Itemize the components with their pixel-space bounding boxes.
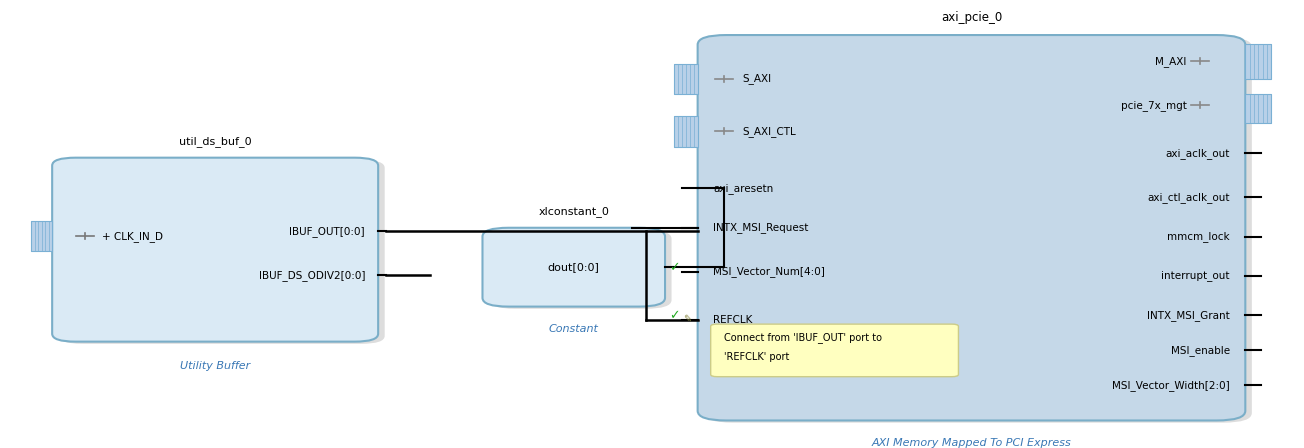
Text: MSI_enable: MSI_enable	[1171, 345, 1230, 356]
Text: INTX_MSI_Grant: INTX_MSI_Grant	[1148, 310, 1230, 321]
Bar	[674, 116, 698, 147]
Text: mmcm_lock: mmcm_lock	[1167, 231, 1230, 242]
Text: MSI_Vector_Width[2:0]: MSI_Vector_Width[2:0]	[1112, 380, 1230, 391]
FancyBboxPatch shape	[52, 158, 378, 342]
Text: ✓: ✓	[669, 309, 679, 322]
Text: S_AXI_CTL: S_AXI_CTL	[742, 126, 795, 137]
Bar	[674, 64, 698, 94]
Text: 'REFCLK' port: 'REFCLK' port	[724, 352, 789, 362]
FancyBboxPatch shape	[711, 324, 958, 377]
Text: xlconstant_0: xlconstant_0	[539, 206, 609, 217]
Bar	[31, 221, 52, 251]
Text: Connect from 'IBUF_OUT' port to: Connect from 'IBUF_OUT' port to	[724, 332, 882, 343]
Text: REFCLK: REFCLK	[713, 315, 752, 325]
Bar	[1245, 44, 1271, 79]
Text: ✓: ✓	[669, 261, 679, 274]
Text: IBUF_DS_ODIV2[0:0]: IBUF_DS_ODIV2[0:0]	[258, 270, 365, 281]
Text: axi_aresetn: axi_aresetn	[713, 183, 773, 194]
Text: INTX_MSI_Request: INTX_MSI_Request	[713, 222, 808, 233]
Text: util_ds_buf_0: util_ds_buf_0	[179, 136, 252, 147]
Text: ✎: ✎	[683, 314, 691, 324]
Text: Utility Buffer: Utility Buffer	[180, 362, 250, 371]
Text: dout[0:0]: dout[0:0]	[548, 262, 600, 272]
FancyBboxPatch shape	[59, 160, 385, 344]
FancyBboxPatch shape	[698, 35, 1245, 421]
Text: axi_aclk_out: axi_aclk_out	[1166, 148, 1230, 159]
Text: Constant: Constant	[549, 324, 599, 334]
Text: IBUF_OUT[0:0]: IBUF_OUT[0:0]	[289, 226, 365, 237]
Text: axi_pcie_0: axi_pcie_0	[941, 11, 1001, 24]
Text: axi_ctl_aclk_out: axi_ctl_aclk_out	[1148, 192, 1230, 202]
Text: S_AXI: S_AXI	[742, 73, 771, 84]
Text: AXI Memory Mapped To PCI Express: AXI Memory Mapped To PCI Express	[871, 438, 1072, 448]
Bar	[1245, 94, 1271, 123]
Text: + CLK_IN_D: + CLK_IN_D	[102, 231, 163, 241]
Text: interrupt_out: interrupt_out	[1161, 271, 1230, 281]
FancyBboxPatch shape	[482, 228, 665, 306]
Text: MSI_Vector_Num[4:0]: MSI_Vector_Num[4:0]	[713, 266, 825, 277]
Text: M_AXI: M_AXI	[1155, 56, 1187, 67]
FancyBboxPatch shape	[704, 37, 1252, 422]
Text: pcie_7x_mgt: pcie_7x_mgt	[1120, 99, 1187, 111]
FancyBboxPatch shape	[489, 230, 672, 309]
